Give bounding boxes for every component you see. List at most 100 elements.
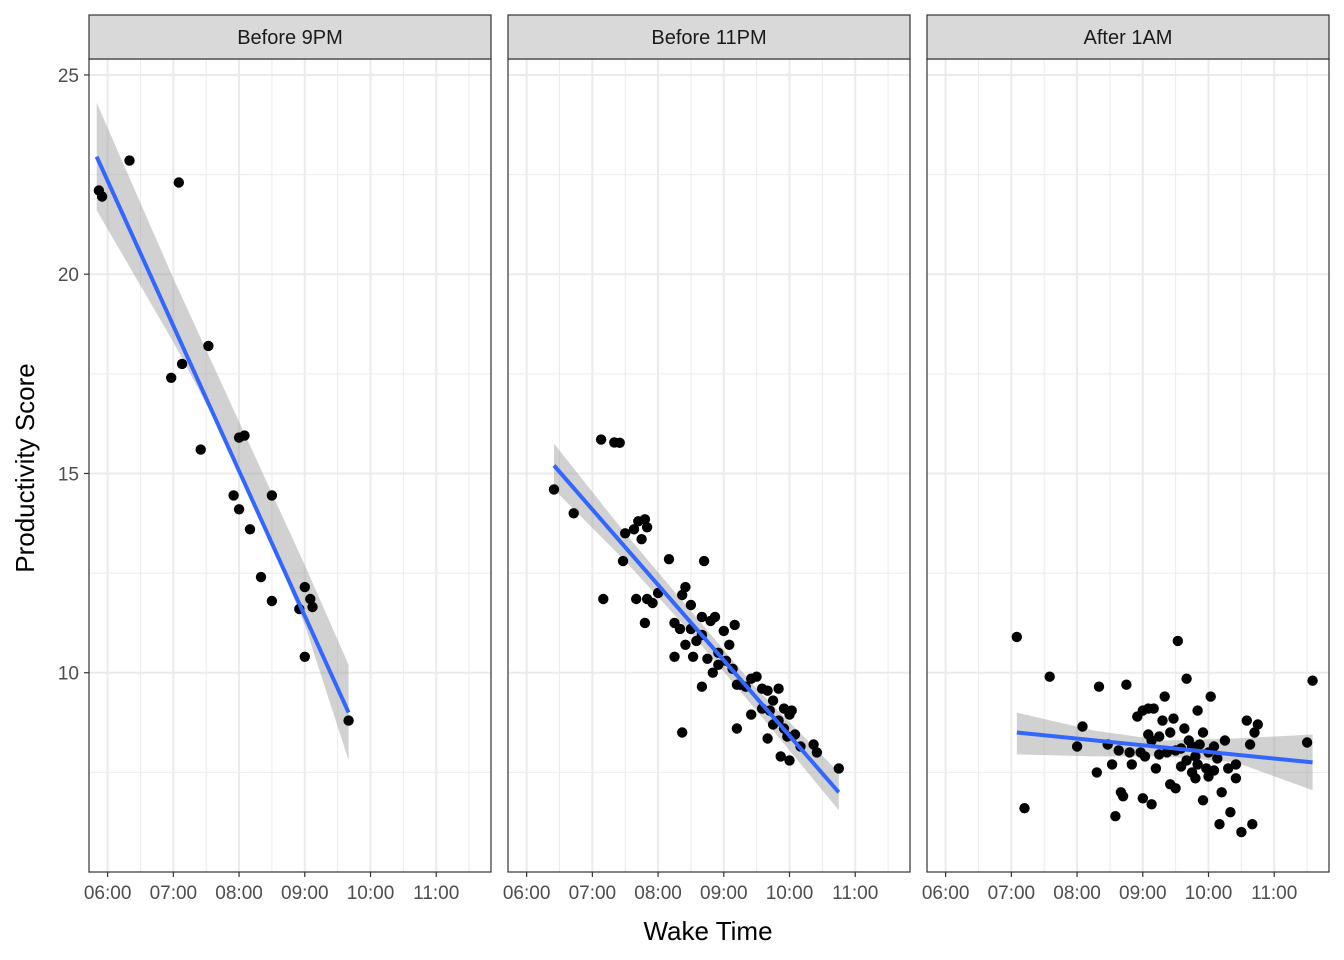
data-point [614,437,625,448]
data-point [1019,803,1030,814]
data-point [166,372,177,383]
data-point [773,683,784,694]
data-point [1236,826,1247,838]
regression-line [94,155,351,714]
data-point [751,671,762,682]
y-tick-label: 15 [58,464,79,485]
data-point [698,555,710,567]
data-point [1230,759,1242,770]
data-point [1216,787,1227,798]
data-point [617,555,629,567]
data-point [1179,723,1190,734]
data-point [1197,795,1209,806]
facet-strip [88,14,492,60]
data-point [1146,799,1157,810]
data-point [641,522,653,533]
facet-panel-3: After 1AM 06:00 07:00 08:00 09:00 10:00 11:00 [922,14,1330,904]
data-point [548,484,560,495]
data-point [1091,767,1103,778]
data-point [1093,681,1105,692]
data-point [1126,759,1138,770]
data-point [1230,773,1242,784]
data-point [647,597,658,609]
data-point [1249,727,1260,738]
regression-line [1016,730,1313,765]
data-point [1252,719,1264,730]
data-point [1212,753,1223,764]
data-point [173,177,184,188]
data-point [299,581,310,593]
data-point [1192,759,1203,770]
facet-strip-label: After 1AM [1084,27,1173,49]
data-point [663,554,675,565]
data-point [96,191,108,202]
data-point [343,715,354,726]
data-point [1214,819,1225,830]
data-point [636,534,647,545]
data-point [1137,793,1149,804]
data-point [1121,679,1132,690]
data-point [707,667,718,678]
data-point [731,723,743,734]
data-point [568,508,579,519]
data-point [696,681,708,692]
facet-panel-1: Before 9PM 06:00 07:00 08:00 09:00 10:00 11:00 [84,14,492,904]
data-point [233,504,245,515]
data-point [1205,691,1216,702]
data-point [1241,715,1253,726]
data-point [1148,703,1159,714]
data-point [718,625,729,637]
panels-layer: Before 9PM 06:00 07:00 08:00 09:00 10:00 11:00… [84,14,1330,904]
data-point [244,524,256,535]
data-point [1143,729,1154,740]
data-point [687,651,699,662]
data-point [677,589,688,601]
panel-background [89,59,491,872]
data-point [176,358,188,370]
data-point [786,705,797,716]
data-point [1244,739,1256,750]
data-point [595,434,607,445]
data-point [195,444,206,455]
data-point [639,617,651,629]
data-point [724,639,735,650]
x-tick-label: 07:00 [569,883,617,904]
panel-background [927,59,1329,872]
data-point [1197,727,1209,738]
y-tick-label: 25 [58,66,79,87]
data-point [1011,631,1022,643]
data-point [677,727,688,738]
data-point [203,340,214,352]
data-point [266,595,278,607]
data-point [1223,763,1234,774]
x-tick-label: 11:00 [1251,883,1297,904]
data-point [1165,727,1176,738]
y-tick-label: 20 [58,265,79,286]
data-point [1154,749,1165,760]
data-point [620,528,631,539]
data-point [299,651,310,662]
x-tick-label: 07:00 [988,883,1036,904]
data-point [669,651,680,662]
data-point [598,593,609,605]
x-tick-label: 08:00 [1053,883,1101,904]
data-point [305,593,316,605]
data-point [255,571,267,583]
data-point [228,490,239,501]
data-point [709,611,721,623]
panel-background [508,59,910,872]
data-point [639,514,651,525]
data-point [1159,691,1170,702]
data-point [1157,715,1168,726]
data-point [680,639,691,650]
data-point [239,430,250,441]
x-tick-label: 11:00 [832,883,878,904]
y-tick-label: 10 [58,664,79,685]
data-point [1172,635,1184,647]
facet-strip-label: Before 9PM [237,27,343,49]
facet-strip-label: Before 11PM [651,27,766,49]
x-axis-title: Wake Time [643,916,772,946]
data-point [1106,759,1118,770]
data-point [1117,791,1129,802]
data-point [729,619,740,631]
